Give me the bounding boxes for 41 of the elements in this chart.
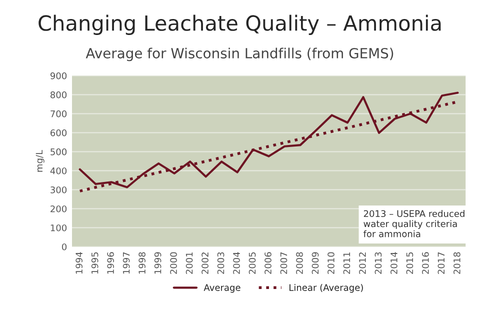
x-tick-label: 2007 [280,252,288,274]
x-tick-label: 2008 [296,252,303,274]
x-tick-label: 2018 [454,252,460,274]
x-tick-label: 2003 [217,252,224,274]
y-tick-label: 200 [50,205,67,212]
y-tick-label: 100 [50,224,67,232]
y-tick-label: 900 [50,72,67,80]
y-tick-label: 300 [50,186,67,194]
legend-label: Average [204,284,240,293]
y-tick-label: 600 [50,129,67,136]
x-tick-label: 1995 [91,252,98,274]
y-tick-label: 500 [50,148,67,156]
x-tick-label: 2012 [359,252,366,274]
x-tick-label: 1998 [138,252,146,274]
y-tick-label: 700 [50,110,67,118]
x-tick-label: 1999 [154,252,162,274]
y-tick-label: 800 [50,91,67,98]
x-tick-label: 2016 [422,252,429,274]
x-tick-label: 1996 [107,252,114,274]
y-tick-label: 0 [62,243,67,250]
x-tick-label: 2010 [328,252,334,274]
legend-label: Linear (Average) [290,284,363,293]
x-tick-label: 2000 [170,252,177,274]
chart-subtitle: Average for Wisconsin Landfills (from GEMS) [86,48,394,62]
x-tick-label: 2015 [406,252,414,274]
x-tick-label: 2014 [390,252,398,274]
x-tick-label: 2001 [186,252,193,274]
x-tick-label: 1994 [76,252,82,274]
x-tick-label: 2017 [438,252,445,274]
chart-title: Changing Leachate Quality – Ammonia [38,14,441,35]
x-tick-label: 2002 [202,252,208,274]
x-tick-label: 2013 [374,252,382,274]
x-tick-label: 1997 [122,252,130,274]
y-axis-title: mg/L [36,150,44,172]
annotation: 2013 – USEPA reduced water quality criteria for ammonia [363,210,464,238]
x-tick-label: 2004 [233,252,240,274]
x-tick-label: 2006 [264,252,272,274]
x-tick-label: 2009 [312,252,319,274]
y-tick-label: 400 [50,167,67,174]
x-tick-label: 2005 [248,252,256,274]
x-tick-label: 2011 [343,252,350,274]
